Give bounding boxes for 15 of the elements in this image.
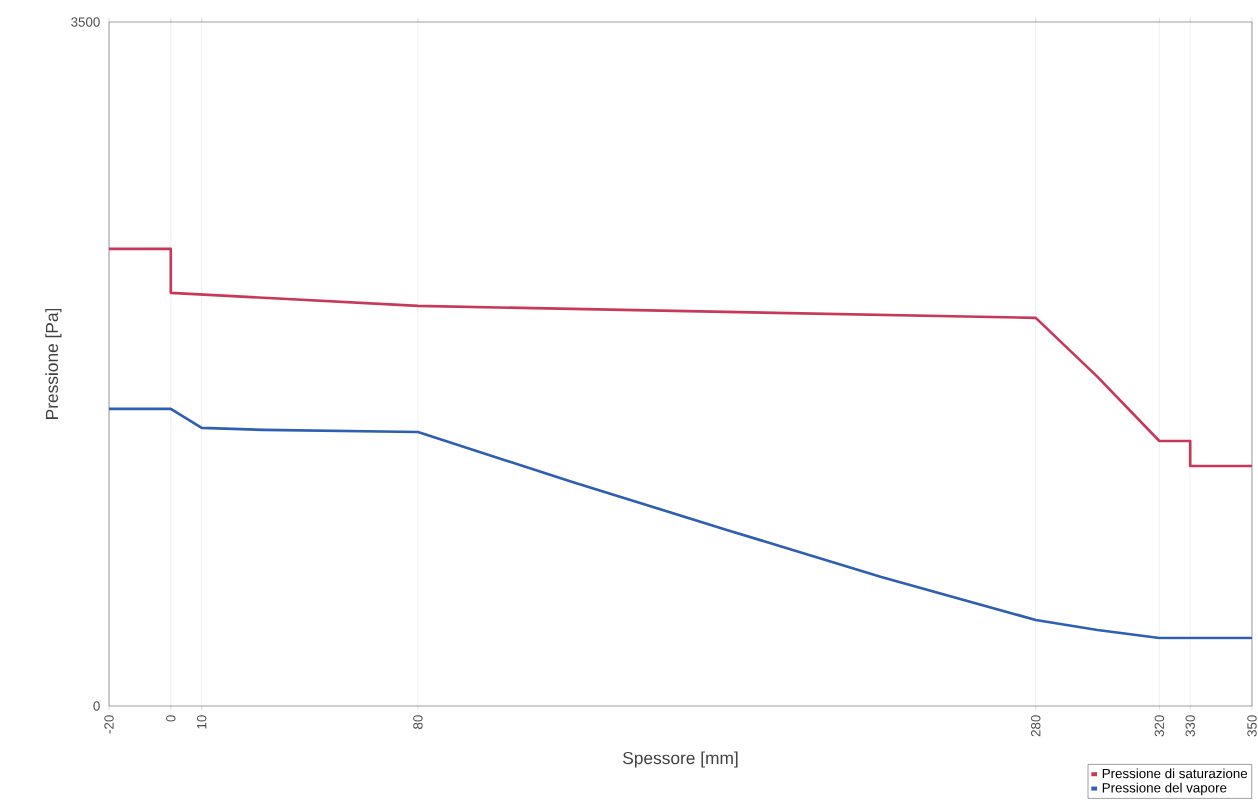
- line-series: [109, 407, 1252, 640]
- x-tick-label: 320: [1154, 715, 1165, 737]
- x-axis-title: Spessore [mm]: [623, 751, 738, 768]
- x-tick-label: 0: [166, 715, 176, 722]
- x-tick-label: 330: [1185, 715, 1195, 737]
- x-tick-label: 350: [1247, 715, 1257, 737]
- y-axis-title: Pressione [Pa]: [45, 308, 62, 419]
- x-tick-label: 80: [413, 715, 423, 729]
- legend-label: Pressione del vapore: [1102, 782, 1227, 796]
- x-tick-label: -20: [104, 715, 114, 734]
- y-tick-label: 3500: [71, 17, 100, 27]
- legend-label: Pressione di saturazione: [1102, 768, 1248, 779]
- x-tick-label: 280: [1031, 715, 1041, 737]
- line-series: [109, 247, 1252, 468]
- x-tick-label: 10: [196, 715, 207, 729]
